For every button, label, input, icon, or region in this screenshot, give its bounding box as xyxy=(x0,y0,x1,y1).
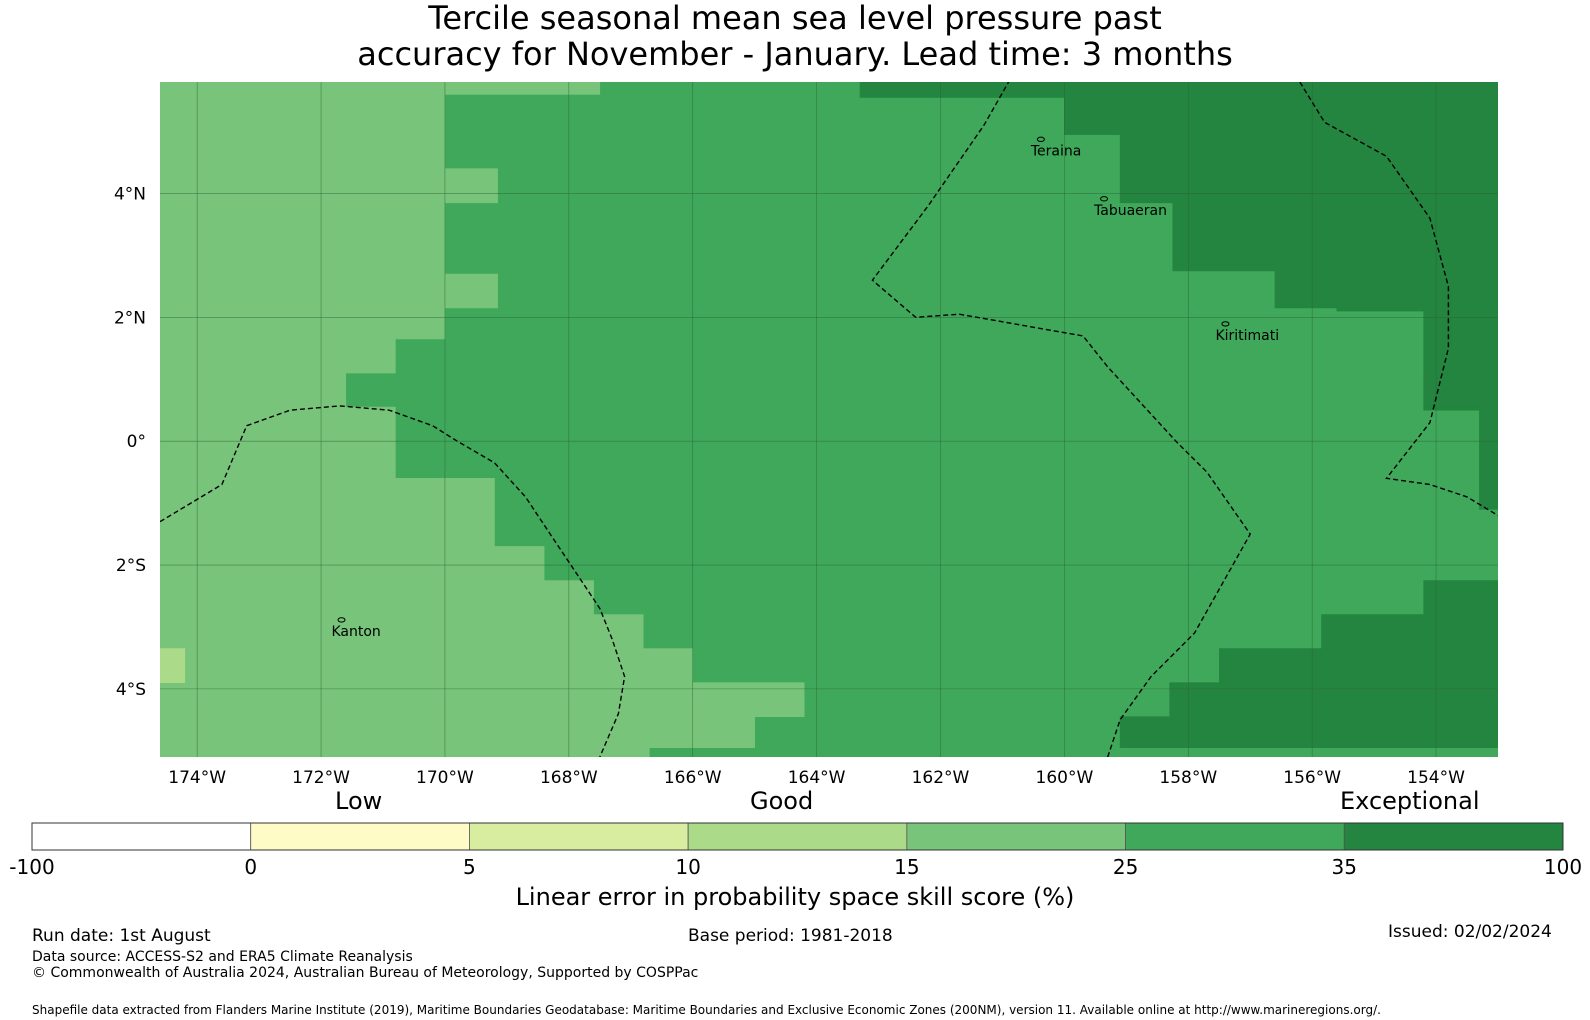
skill-region xyxy=(1119,580,1498,749)
skill-region xyxy=(160,648,186,684)
colorbar-segment xyxy=(906,822,1126,851)
colorbar-tick-label: 15 xyxy=(894,855,919,879)
island-outline xyxy=(1036,136,1045,143)
island-outline xyxy=(1100,196,1109,202)
lon-tick-label: 162°W xyxy=(912,768,970,788)
lat-tick-label: 4°S xyxy=(116,680,146,700)
colorbar-segment xyxy=(687,822,908,851)
colorbar-word-low: Low xyxy=(335,787,383,815)
colorbar-frame xyxy=(31,822,1564,851)
lon-tick-label: 164°W xyxy=(788,768,846,788)
colorbar-tick-label: -100 xyxy=(9,855,54,879)
eez-boundary xyxy=(160,405,626,757)
colorbar-segment xyxy=(31,822,252,851)
issued-date: Issued: 02/02/2024 xyxy=(1388,922,1552,942)
lat-tick-label: 2°N xyxy=(114,308,146,328)
colorbar-tick-label: 10 xyxy=(675,855,700,879)
place-label-tabuaeran: Tabuaeran xyxy=(1093,203,1167,219)
lat-tick-label: 4°N xyxy=(114,184,146,204)
colorbar-word-exceptional: Exceptional xyxy=(1340,787,1480,815)
eez-boundary xyxy=(871,82,1252,757)
run-date: Run date: 1st August xyxy=(32,926,211,946)
lat-tick-label: 0° xyxy=(127,432,146,452)
place-label-teraina: Teraina xyxy=(1030,143,1081,159)
lat-tick-label: 2°S xyxy=(116,556,146,576)
lon-tick-label: 158°W xyxy=(1159,768,1217,788)
colorbar-segment xyxy=(469,822,689,851)
lon-tick-label: 160°W xyxy=(1036,768,1094,788)
eez-boundary xyxy=(1299,82,1498,517)
colorbar-tick-label: 0 xyxy=(244,855,257,879)
colorbar-segment xyxy=(1343,822,1564,851)
skill-region xyxy=(1423,372,1480,408)
lon-tick-label: 168°W xyxy=(540,768,598,788)
data-source: Data source: ACCESS-S2 and ERA5 Climate … xyxy=(32,949,413,965)
title-line-2: accuracy for November - January. Lead ti… xyxy=(357,35,1233,73)
map-axes: 174°W 172°W 170°W 168°W 166°W 164°W 162°W 160°W… xyxy=(114,184,1465,788)
copyright: © Commonwealth of Australia 2024, Austra… xyxy=(32,965,699,981)
title-line-1: Tercile seasonal mean sea level pressure… xyxy=(428,0,1162,37)
colorbar-label: Linear error in probability space skill … xyxy=(515,883,1075,911)
colorbar-tick-label: 100 xyxy=(1544,855,1582,879)
shapefile-credit: Shapefile data extracted from Flanders M… xyxy=(32,1003,1381,1017)
place-label-kiritimati: Kiritimati xyxy=(1215,328,1279,344)
colorbar-tick-label: 5 xyxy=(463,855,476,879)
lon-tick-label: 174°W xyxy=(168,768,226,788)
lon-tick-label: 154°W xyxy=(1407,768,1465,788)
colorbar-word-good: Good xyxy=(750,787,814,815)
lon-tick-label: 156°W xyxy=(1283,768,1341,788)
colorbar-tick-label: 35 xyxy=(1332,855,1357,879)
colorbar-segment xyxy=(1125,822,1345,851)
lon-tick-label: 166°W xyxy=(664,768,722,788)
colorbar: -100 0 5 10 15 25 35 100 xyxy=(9,822,1582,879)
base-period: Base period: 1981-2018 xyxy=(688,926,893,946)
lon-tick-label: 170°W xyxy=(416,768,474,788)
colorbar-tick-label: 25 xyxy=(1113,855,1138,879)
colorbar-segment xyxy=(250,822,470,851)
place-label-kanton: Kanton xyxy=(331,624,380,640)
map-content: Teraina Tabuaeran Kiritimati Kanton xyxy=(160,82,1498,757)
lon-tick-label: 172°W xyxy=(292,768,350,788)
chart-title: Tercile seasonal mean sea level pressure… xyxy=(0,0,1590,72)
skill-region xyxy=(444,273,498,309)
island-outline xyxy=(337,617,346,623)
island-outline xyxy=(1221,321,1230,327)
skill-region xyxy=(444,168,498,204)
